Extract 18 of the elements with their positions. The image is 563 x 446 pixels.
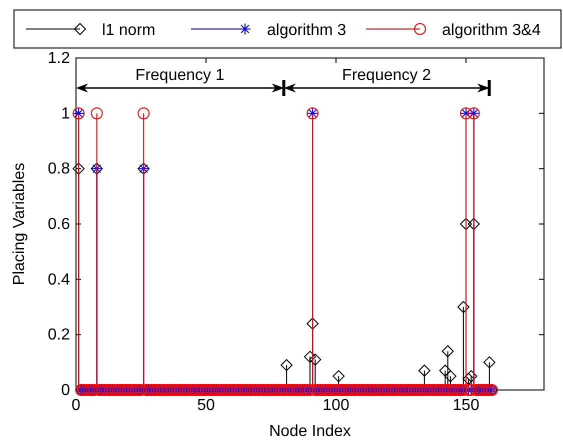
- y-tick-label: 0.6: [48, 216, 70, 233]
- annotation: Frequency 2: [342, 67, 432, 84]
- annotation: Frequency 1: [135, 67, 224, 84]
- x-axis-title: Node Index: [269, 423, 351, 440]
- y-tick-label: 0.8: [48, 160, 70, 178]
- x-tick-label: 150: [452, 397, 480, 414]
- y-tick-label: 0: [61, 382, 70, 399]
- legend-label: l1 norm: [102, 22, 156, 39]
- x-tick-label: 50: [197, 397, 215, 414]
- y-tick-label: 0.2: [48, 326, 70, 344]
- x-tick-label: 0: [72, 397, 81, 414]
- legend-label: algorithm 3: [267, 22, 346, 39]
- x-tick-label: 100: [322, 397, 350, 414]
- legend-label: algorithm 3&4: [442, 22, 541, 39]
- y-axis-title: Placing Variables: [11, 162, 28, 286]
- y-tick-label: 1: [61, 105, 70, 122]
- y-tick-label: 1.2: [48, 50, 70, 67]
- y-tick-label: 0.4: [48, 271, 70, 288]
